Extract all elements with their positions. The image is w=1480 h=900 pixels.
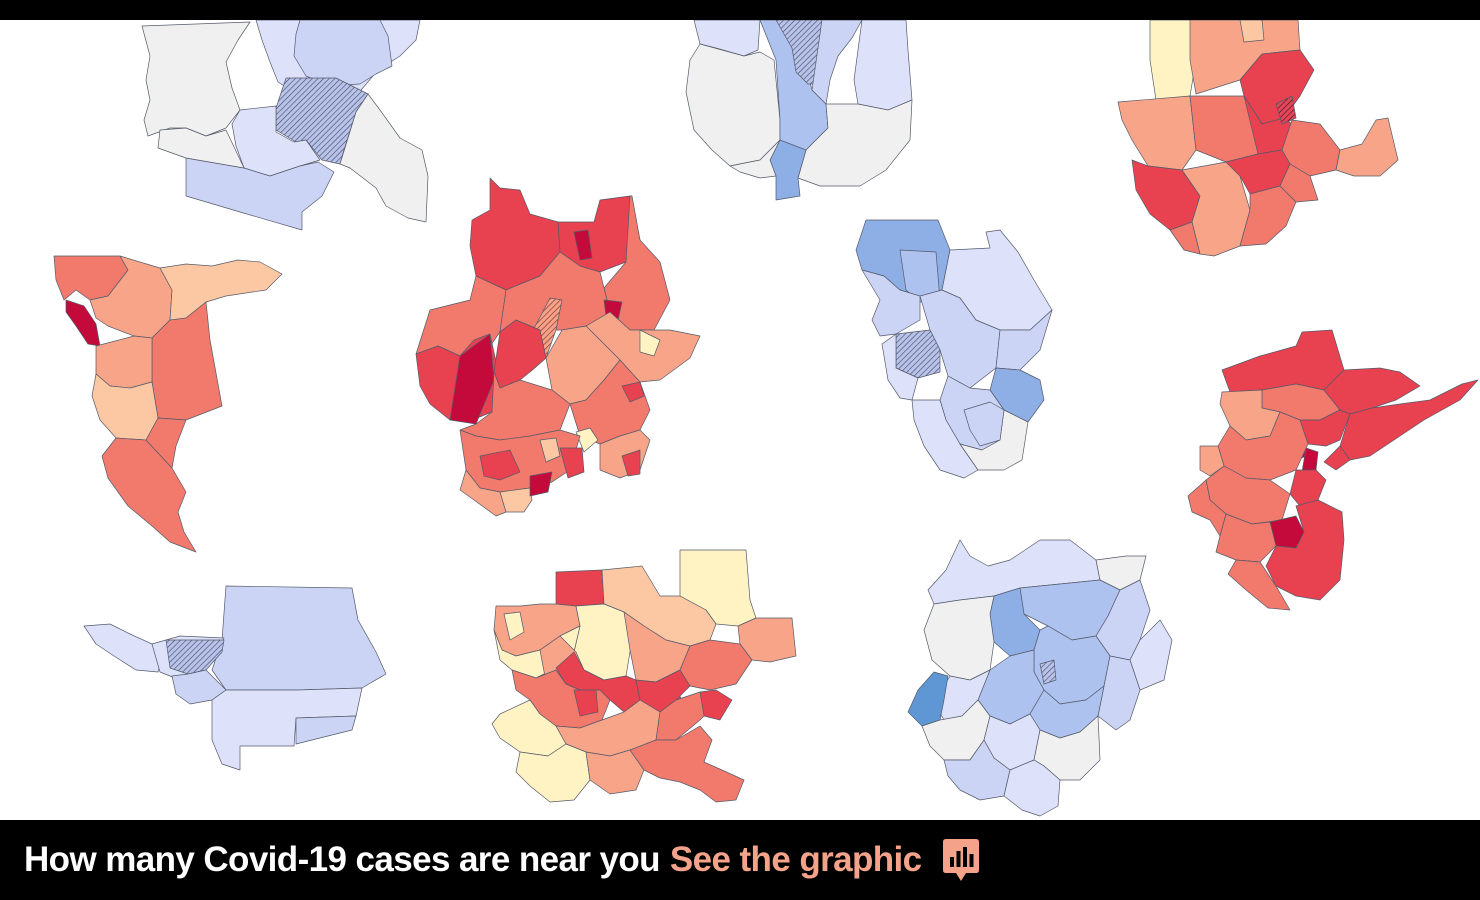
map-region-seattle-area bbox=[141, 20, 429, 231]
map-region-washington-dc-area bbox=[907, 539, 1173, 817]
banner-headline: How many Covid-19 cases are near you bbox=[24, 840, 661, 879]
see-graphic-link[interactable]: See the graphic bbox=[669, 840, 922, 879]
top-bar bbox=[0, 0, 1480, 20]
map-region-chicago-area bbox=[685, 20, 913, 201]
map-collage bbox=[0, 20, 1480, 820]
map-region-atlanta-area bbox=[415, 177, 701, 517]
map-region-los-angeles-area bbox=[83, 585, 387, 771]
map-region-houston-area bbox=[491, 549, 797, 803]
map-region-boston-area bbox=[1117, 20, 1399, 257]
map-region-new-york-area bbox=[1187, 329, 1479, 611]
map-region-tampa-area bbox=[855, 219, 1053, 479]
promo-banner: How many Covid-19 cases are near you See… bbox=[0, 820, 1480, 900]
bar-chart-icon[interactable] bbox=[942, 837, 980, 883]
map-svg bbox=[53, 20, 1479, 817]
map-region-sf-bay-area bbox=[53, 255, 283, 553]
